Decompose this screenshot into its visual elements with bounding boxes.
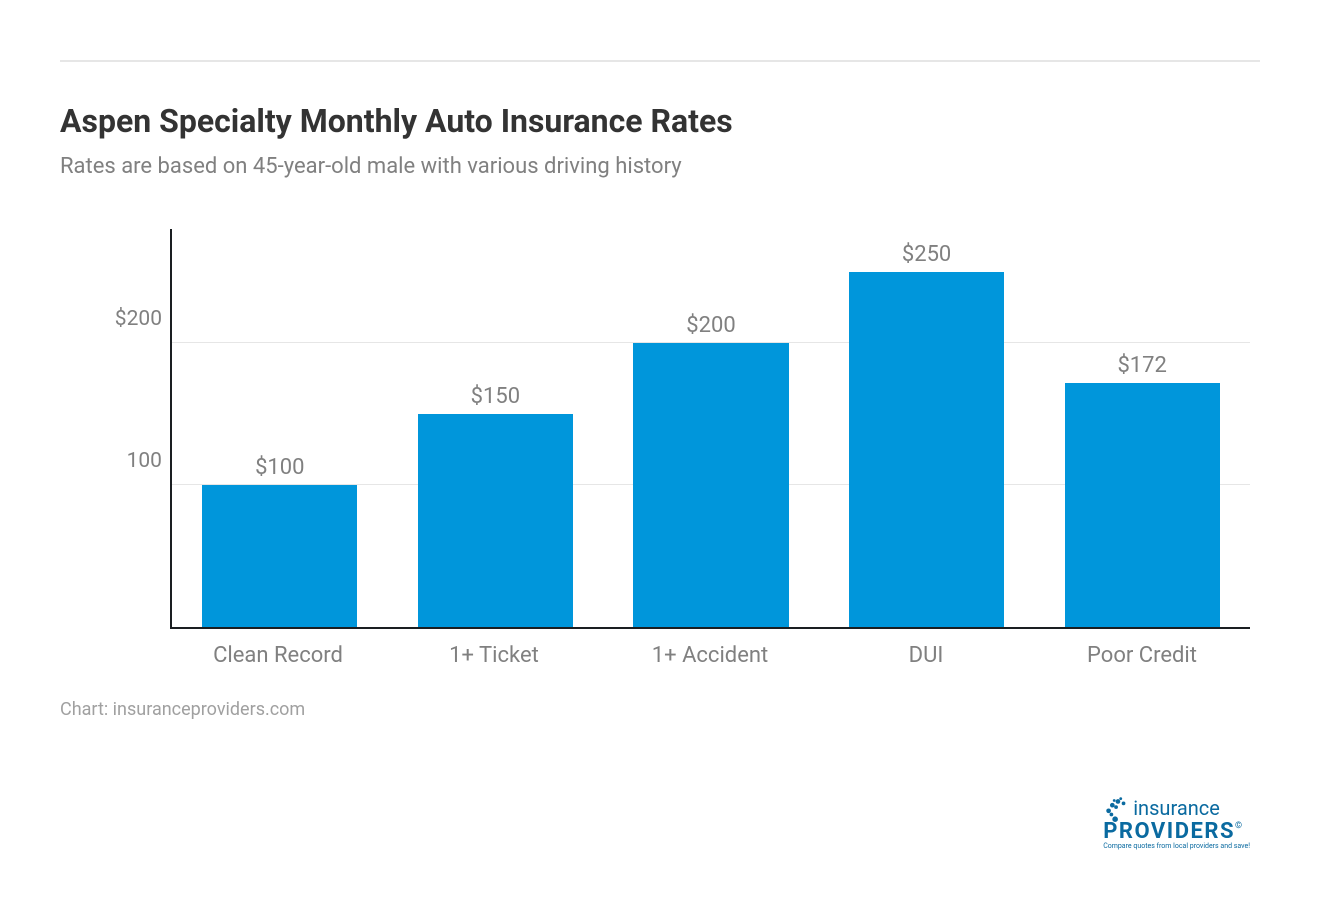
- plot-area: $100$150$200$250$172 100$200: [170, 229, 1250, 629]
- bar-slot: $100: [172, 229, 388, 627]
- x-category-label: Poor Credit: [1034, 629, 1250, 669]
- bar: $100: [202, 485, 357, 627]
- bar: $200: [633, 343, 788, 627]
- bar-slot: $200: [603, 229, 819, 627]
- top-divider: [60, 60, 1260, 62]
- chart-source: Chart: insuranceproviders.com: [60, 699, 1260, 720]
- chart-subtitle: Rates are based on 45-year-old male with…: [60, 154, 1260, 179]
- x-category-label: DUI: [818, 629, 1034, 669]
- bar-value-label: $100: [255, 455, 304, 480]
- bars-container: $100 $150 $200 $250 $172: [172, 229, 1250, 627]
- x-axis-labels: Clean Record1+ Ticket1+ AccidentDUIPoor …: [170, 629, 1250, 669]
- logo-dots-icon: [1103, 794, 1131, 822]
- bar-chart: $100$150$200$250$172 100$200 Clean Recor…: [110, 229, 1250, 669]
- bar-value-label: $172: [1117, 353, 1166, 378]
- bar-value-label: $250: [902, 242, 951, 267]
- bar: $250: [849, 272, 1004, 627]
- bar-slot: $172: [1034, 229, 1250, 627]
- logo-word-insurance: insurance: [1133, 796, 1220, 820]
- bar-value-label: $150: [471, 384, 520, 409]
- bar: $172: [1065, 383, 1220, 627]
- bar: $150: [418, 414, 573, 627]
- logo-word-providers: PROVIDERS©: [1103, 822, 1250, 842]
- y-tick-label: $200: [102, 307, 162, 331]
- x-category-label: 1+ Accident: [602, 629, 818, 669]
- bar-slot: $150: [388, 229, 604, 627]
- x-category-label: Clean Record: [170, 629, 386, 669]
- bar-slot: $250: [819, 229, 1035, 627]
- chart-title: Aspen Specialty Monthly Auto Insurance R…: [60, 102, 1260, 140]
- x-category-label: 1+ Ticket: [386, 629, 602, 669]
- brand-logo: insurance PROVIDERS© Compare quotes from…: [1103, 794, 1250, 850]
- y-tick-label: 100: [102, 449, 162, 473]
- logo-top-line: insurance: [1103, 794, 1250, 822]
- logo-tagline: Compare quotes from local providers and …: [1103, 842, 1250, 850]
- bar-value-label: $200: [686, 313, 735, 338]
